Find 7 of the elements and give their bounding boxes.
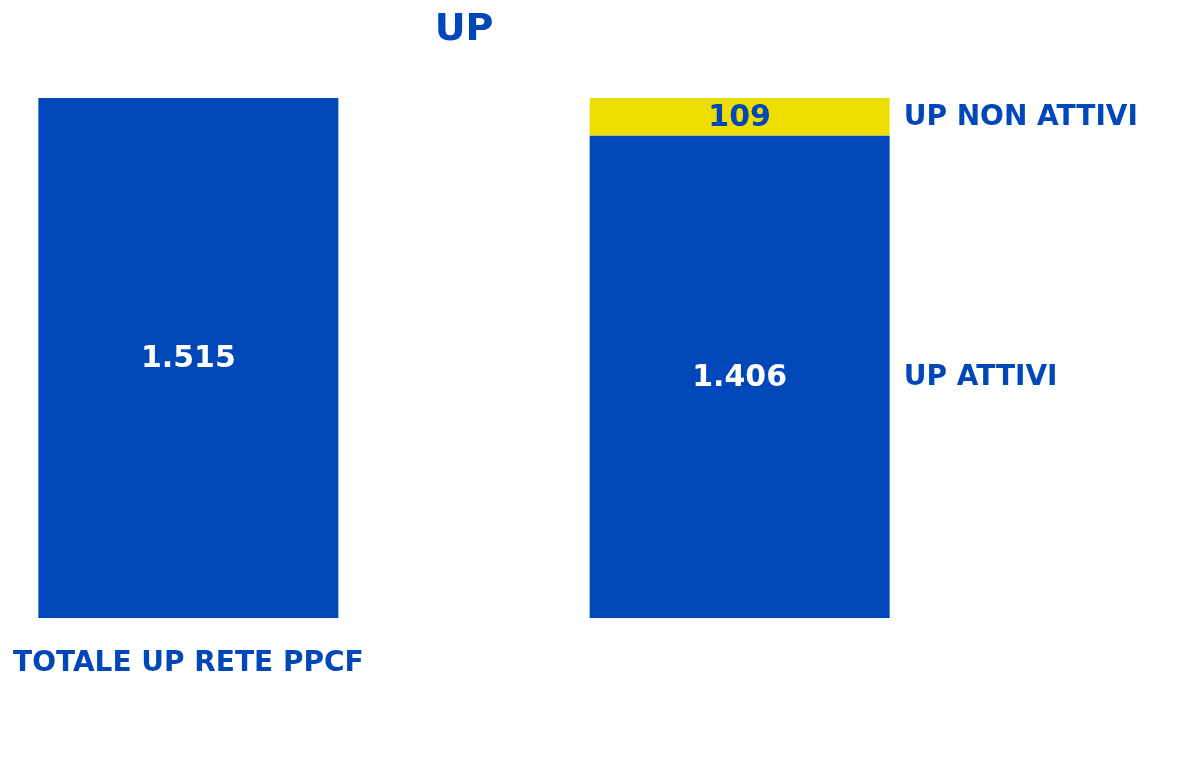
data-label: 109: [708, 97, 771, 133]
x-tick-label: TOTALE UP RETE PPCF: [13, 644, 364, 678]
series-label: UP NON ATTIVI: [903, 98, 1138, 132]
data-label: 1.515: [140, 339, 236, 374]
data-label: 1.406: [692, 357, 788, 393]
series-label: UP ATTIVI: [903, 358, 1058, 392]
chart-title: UP: [434, 5, 494, 49]
